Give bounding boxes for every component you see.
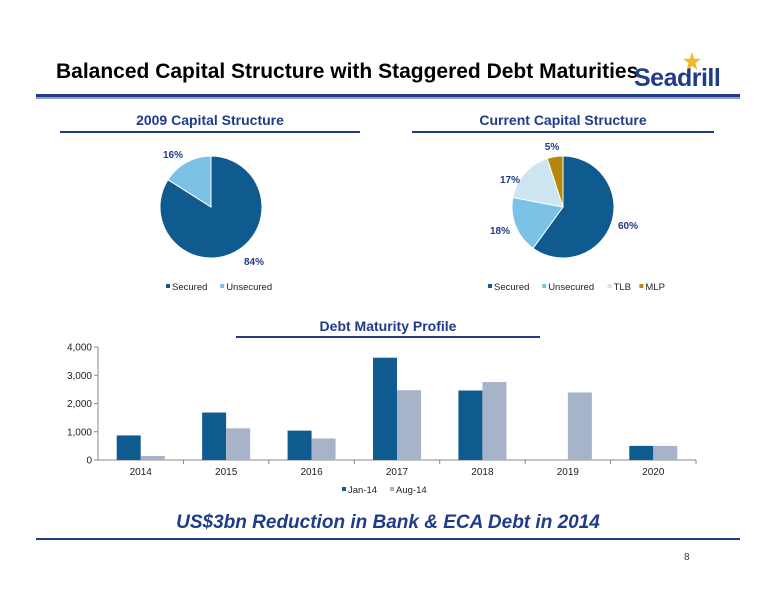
- bar-aug-14-2017: [397, 390, 421, 460]
- legend-label-aug-14: Aug-14: [396, 485, 427, 496]
- y-tick-label: 3,000: [67, 371, 92, 382]
- pie1-title: 2009 Capital Structure: [136, 112, 284, 128]
- legend-label-secured: Secured: [494, 282, 529, 293]
- legend-swatch-unsecured: [542, 284, 547, 288]
- x-tick-label: 2014: [130, 467, 153, 478]
- pie-slice-secured: [159, 155, 263, 259]
- legend-swatch-secured: [166, 284, 170, 288]
- bar-aug-14-2019: [567, 392, 592, 460]
- y-tick-label: 0: [86, 456, 92, 467]
- legend-label-unsecured: Unsecured: [226, 282, 272, 293]
- bar-aug-14-2014: [140, 456, 165, 460]
- pie-data-label: 5%: [545, 142, 560, 153]
- pie-data-label: 16%: [163, 150, 183, 161]
- bar-title-rule: [236, 336, 540, 338]
- legend-swatch-unsecured: [220, 284, 225, 288]
- pie-data-label: 60%: [618, 221, 638, 232]
- pie-data-label: 84%: [244, 257, 264, 268]
- bar-jan-14-2017: [373, 357, 397, 460]
- pie-slice-unsecured: [511, 196, 564, 249]
- bar-title: Debt Maturity Profile: [319, 318, 457, 334]
- bar-jan-14-2015: [202, 412, 227, 460]
- bar-jan-14-2014: [116, 435, 141, 460]
- x-tick-label: 2018: [471, 467, 494, 478]
- bar-aug-14-2018: [482, 382, 507, 460]
- bar-aug-14-2015: [226, 428, 251, 460]
- pie-data-label: 17%: [500, 175, 520, 186]
- header-rule: [36, 94, 740, 97]
- y-tick-label: 2,000: [67, 399, 92, 410]
- pie-slice-mlp: [546, 155, 564, 208]
- legend-label-unsecured: Unsecured: [548, 282, 594, 293]
- legend-label-secured: Secured: [172, 282, 207, 293]
- legend-label-tlb: TLB: [614, 282, 631, 293]
- header-rule-light: [36, 97, 740, 99]
- x-tick-label: 2019: [557, 467, 580, 478]
- bar-jan-14-2018: [458, 390, 483, 460]
- x-tick-label: 2016: [300, 467, 323, 478]
- slide-title: Balanced Capital Structure with Staggere…: [56, 60, 639, 83]
- legend-swatch-secured: [488, 284, 492, 288]
- bar-aug-14-2020: [653, 445, 678, 460]
- bar-jan-14-2016: [287, 430, 312, 460]
- legend-swatch-tlb: [607, 284, 612, 288]
- x-tick-label: 2015: [215, 467, 238, 478]
- pie-slice-unsecured: [167, 155, 212, 208]
- pie-slice-secured: [532, 155, 615, 259]
- pie1-title-rule: [60, 131, 360, 133]
- legend-swatch-jan-14: [342, 487, 346, 491]
- star-icon: [683, 52, 701, 70]
- pie2-title-rule: [412, 131, 714, 133]
- logo-text: Seadrill: [634, 64, 721, 92]
- pie-data-label: 18%: [490, 226, 510, 237]
- seadrill-logo: Seadrill: [628, 52, 728, 92]
- x-tick-label: 2017: [386, 467, 409, 478]
- pie-slice-tlb: [512, 157, 564, 208]
- y-tick-label: 1,000: [67, 427, 92, 438]
- pie2-title: Current Capital Structure: [479, 112, 647, 128]
- legend-label-jan-14: Jan-14: [348, 485, 377, 496]
- legend-label-mlp: MLP: [645, 282, 665, 293]
- legend-swatch-mlp: [639, 284, 644, 288]
- y-tick-label: 4,000: [67, 343, 92, 354]
- x-tick-label: 2020: [642, 467, 665, 478]
- bar-aug-14-2016: [311, 438, 336, 460]
- page-number: 8: [684, 552, 690, 563]
- tagline: US$3bn Reduction in Bank & ECA Debt in 2…: [176, 512, 600, 533]
- legend-swatch-aug-14: [390, 487, 394, 491]
- footer-rule: [36, 538, 740, 540]
- bar-jan-14-2020: [629, 445, 654, 460]
